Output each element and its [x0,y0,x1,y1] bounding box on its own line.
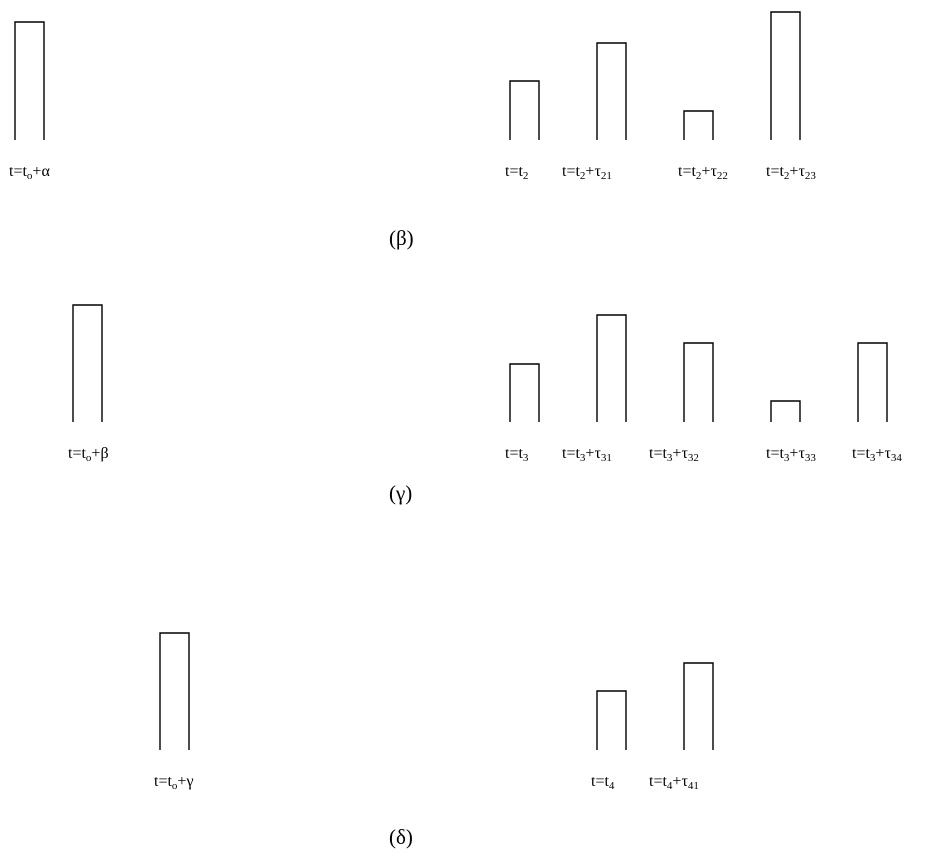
caption-beta: (β) [389,226,414,250]
pulse-label-gamma-1: t=to+β [68,445,109,464]
pulse-label-gamma-6: t=t3+τ34 [852,445,902,464]
pulse-label-beta-5: t=t2+τ23 [766,163,816,182]
panel-beta: t=to+α t=t2 t=t2+τ21 t=t2+τ22 t=t2+τ23 (β) [9,11,816,250]
pulse-label-delta-1: t=to+γ [154,773,194,792]
pulse-label-beta-2: t=t2 [505,163,528,182]
pulse-label-gamma-5: t=t3+τ33 [766,445,816,464]
pulse-delta-3 [683,662,714,750]
pulse-beta-5 [770,11,801,140]
caption-delta: (δ) [389,825,413,849]
pulse-gamma-3 [596,314,627,422]
pulse-label-gamma-4: t=t3+τ32 [649,445,699,464]
pulse-label-beta-4: t=t2+τ22 [678,163,728,182]
pulse-gamma-2 [509,363,540,422]
pulse-label-beta-3: t=t2+τ21 [562,163,612,182]
pulse-label-beta-1: t=to+α [9,163,50,182]
caption-gamma: (γ) [389,481,412,505]
pulse-delta-2 [596,690,627,750]
pulse-gamma-6 [857,342,888,422]
pulse-label-delta-3: t=t4+τ41 [649,773,699,792]
pulse-label-gamma-3: t=t3+τ31 [562,445,612,464]
pulse-beta-4 [683,110,714,140]
panel-delta: t=to+γ t=t4 t=t4+τ41 (δ) [154,632,714,849]
pulse-gamma-5 [770,400,801,422]
pulse-label-gamma-2: t=t3 [505,445,529,464]
pulse-gamma-4 [683,342,714,422]
pulse-beta-1 [14,21,45,140]
pulse-delta-1 [159,632,190,750]
panel-gamma: t=to+β t=t3 t=t3+τ31 t=t3+τ32 t=t3+τ33 t=t3+τ… [68,304,902,505]
pulse-beta-3 [596,42,627,140]
pulse-label-delta-2: t=t4 [591,773,615,792]
pulse-beta-2 [509,80,540,140]
pulse-gamma-1 [72,304,103,422]
